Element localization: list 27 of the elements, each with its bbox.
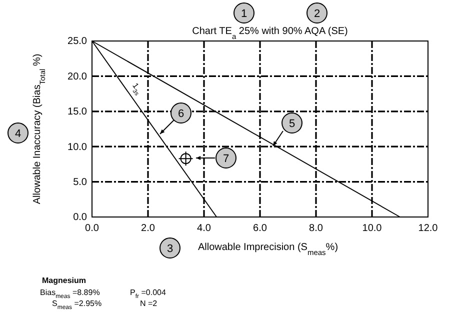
chart-title: Chart TE$_{a}$ 25% with 90% AQA (SE) (192, 26, 348, 40)
text: S$_{meas}$ =2.95% (52, 299, 102, 311)
x-axis-title: Allowable Imprecision (S$_{meas}$%) (198, 242, 338, 256)
annotation: 6 (178, 108, 184, 120)
text: 3 (166, 243, 174, 255)
text: N =2 (140, 299, 158, 308)
y-tick-label: 0.0 (73, 212, 88, 224)
text: 4 (14, 128, 22, 140)
y-tick-label: 25.0 (68, 36, 88, 48)
annotation: 7 (222, 153, 230, 165)
text: Bias$_{meas}$ =8.89% (40, 288, 100, 300)
text: 1 (240, 8, 248, 20)
x-tick-label: 12.0 (418, 223, 438, 234)
x-tick-label: 6.0 (253, 223, 268, 234)
x-tick-label: 10.0 (362, 223, 382, 234)
text: Magnesium (42, 276, 86, 285)
y-tick-label: 15.0 (68, 106, 88, 118)
text: 2 (314, 8, 320, 20)
annotation: 5 (288, 118, 296, 130)
x-tick-label: 4.0 (197, 223, 212, 234)
x-tick-label: 2.0 (141, 223, 156, 234)
y-tick-label: 10.0 (68, 142, 88, 153)
x-tick-label: 0.0 (85, 223, 100, 234)
x-tick-label: 8.0 (309, 223, 324, 234)
text: P$_{fr}$ =0.004 (130, 288, 166, 300)
y-tick-label: 5.0 (73, 177, 88, 188)
y-tick-label: 20.0 (68, 71, 88, 82)
